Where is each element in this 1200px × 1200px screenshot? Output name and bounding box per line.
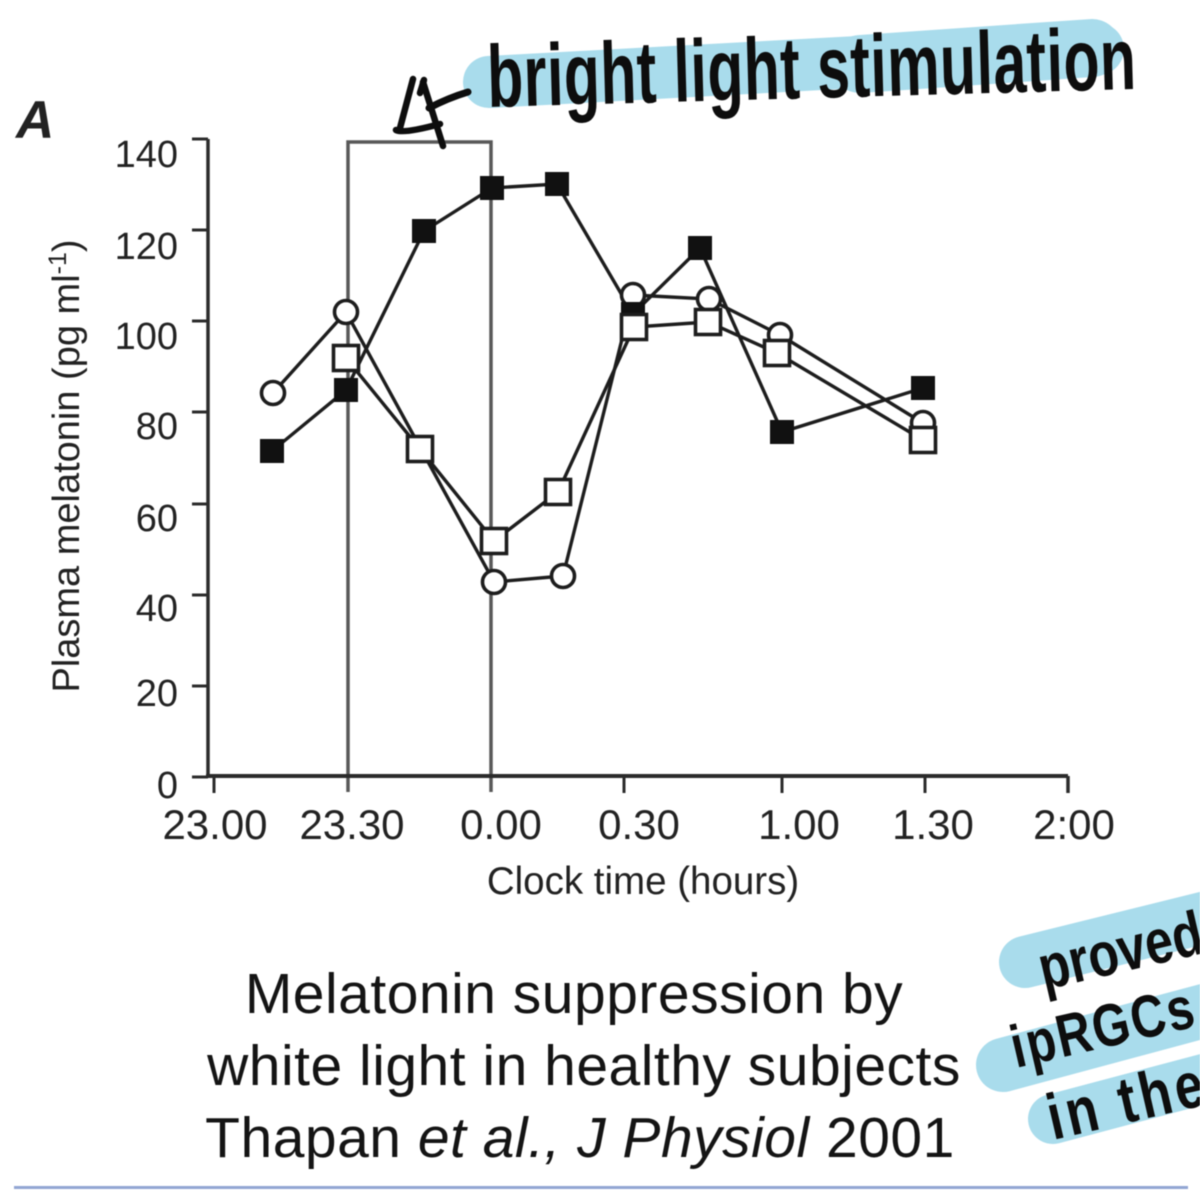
svg-text:white light in healthy subject: white light in healthy subjects	[206, 1034, 961, 1098]
svg-text:80: 80	[136, 406, 178, 448]
svg-text:40: 40	[136, 588, 178, 630]
svg-text:0.30: 0.30	[598, 801, 680, 848]
svg-text:60: 60	[136, 498, 178, 540]
svg-text:1.30: 1.30	[892, 801, 974, 848]
svg-text:Melatonin suppression by: Melatonin suppression by	[245, 962, 903, 1026]
svg-text:A: A	[14, 91, 54, 150]
svg-text:bright light stimulation: bright light stimulation	[486, 9, 1138, 126]
svg-text:23.30: 23.30	[299, 801, 404, 848]
svg-text:Plasma melatonin (pg ml-1): Plasma melatonin (pg ml-1)	[44, 239, 88, 692]
svg-text:0.00: 0.00	[460, 801, 542, 848]
svg-text:1.00: 1.00	[758, 801, 840, 848]
svg-text:Thapan et al., J Physiol 2001: Thapan et al., J Physiol 2001	[205, 1106, 955, 1170]
svg-text:2:00: 2:00	[1033, 801, 1115, 848]
svg-text:100: 100	[115, 316, 178, 358]
svg-text:120: 120	[115, 226, 178, 268]
svg-text:0: 0	[157, 765, 178, 807]
svg-text:Clock time (hours): Clock time (hours)	[487, 860, 799, 903]
svg-text:23.00: 23.00	[162, 801, 267, 848]
svg-text:140: 140	[115, 134, 178, 176]
svg-text:20: 20	[136, 673, 178, 715]
